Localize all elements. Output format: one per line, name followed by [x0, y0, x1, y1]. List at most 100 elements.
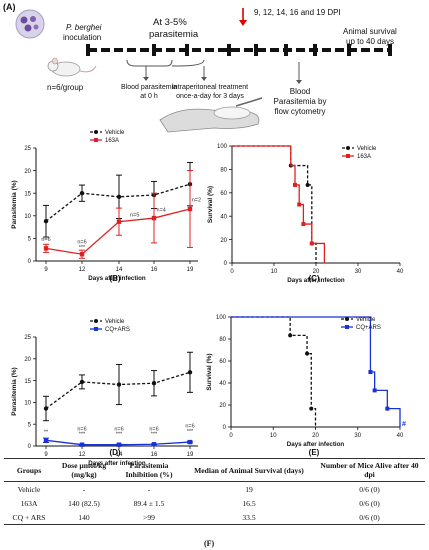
- table-header: Median of Animal Survival (days): [184, 458, 314, 482]
- data-point: [43, 246, 49, 251]
- y-tick-label: 40: [220, 214, 227, 220]
- data-point: [43, 438, 49, 443]
- table-header: Dose µmol/kg (mg/kg): [54, 458, 114, 482]
- y-tick-label: 20: [24, 357, 31, 363]
- table-cell: 16.5: [242, 498, 256, 508]
- y-axis-label: Survival (%): [207, 186, 214, 223]
- x-tick-label: 30: [355, 269, 362, 275]
- x-tick-label: 12: [79, 452, 86, 458]
- annotation-label: n=6: [114, 426, 123, 432]
- blood-flow-label-1: Blood: [289, 87, 311, 96]
- data-point: [305, 351, 310, 356]
- data-point: [79, 191, 85, 196]
- x-tick-label: 16: [151, 267, 158, 273]
- x-tick-label: 20: [313, 269, 320, 275]
- legend-marker: [345, 317, 349, 321]
- chart-c: [229, 145, 401, 266]
- y-tick-label: 25: [24, 146, 31, 152]
- y-tick-label: 0: [28, 444, 32, 450]
- panel-label: (E): [309, 448, 320, 457]
- data-point: [301, 222, 306, 227]
- inoculation-title: P. berghei: [66, 23, 102, 32]
- data-point: [116, 194, 122, 200]
- table-cell: 0/6 (0): [359, 484, 380, 494]
- annotation-label: n=6: [41, 237, 50, 243]
- data-point: [116, 382, 122, 387]
- x-tick-label: 19: [187, 452, 194, 458]
- hash-marker: #: [402, 421, 406, 428]
- results-table: Groups Dose µmol/kg (mg/kg) Parasitemia …: [4, 458, 425, 525]
- x-tick-label: 14: [116, 452, 123, 458]
- inoculation-subtitle: inoculation: [63, 33, 102, 42]
- data-point: [372, 388, 377, 393]
- table-cell: -: [147, 484, 151, 494]
- survival-label-1: Animal survival: [343, 27, 397, 36]
- table-cell: 140 (82.5): [68, 498, 100, 508]
- legend-marker: [94, 327, 98, 331]
- panel-a-label: (A): [3, 2, 16, 12]
- y-tick-label: 20: [24, 169, 31, 175]
- chart-e: [228, 316, 401, 430]
- y-tick-label: 15: [24, 191, 31, 197]
- blood-flow-label-3: flow cytometry: [274, 107, 326, 116]
- annotation-label: n=6: [149, 426, 158, 432]
- legend-label: CQ+ARS: [356, 325, 381, 331]
- table-cell: 0/6 (0): [359, 498, 380, 508]
- y-tick-label: 80: [220, 168, 227, 174]
- x-tick-label: 10: [271, 269, 278, 275]
- legend-label: 163A: [357, 154, 371, 160]
- x-tick-label: 9: [44, 452, 48, 458]
- legend-label: Vehicle: [105, 130, 125, 136]
- data-point: [309, 406, 314, 411]
- panel-label: (B): [109, 274, 120, 283]
- x-tick-label: 9: [44, 267, 48, 273]
- data-point: [187, 206, 193, 212]
- data-point: [305, 182, 310, 187]
- panel-label: (C): [308, 274, 319, 283]
- data-point: [368, 370, 373, 374]
- y-axis-label: Parasitemia (%): [11, 180, 18, 228]
- data-point: [116, 442, 122, 447]
- y-tick-label: 100: [217, 144, 228, 150]
- table-cell: 0/6 (0): [314, 510, 425, 525]
- annotation-label: ***: [116, 432, 123, 438]
- table-cell: >99: [114, 510, 184, 525]
- table-cell: CQ + ARS: [4, 510, 54, 525]
- data-point: [288, 333, 293, 338]
- y-tick-label: 100: [216, 315, 227, 321]
- data-point: [151, 442, 157, 447]
- legend-label: CQ+ARS: [105, 327, 130, 333]
- table-cell: 33.5: [184, 510, 314, 525]
- y-axis-label: Survival (%): [206, 353, 213, 390]
- legend-label: Vehicle: [357, 146, 377, 152]
- annotation-label: n=2: [192, 197, 201, 203]
- parasitemia-title: At 3-5%: [153, 17, 187, 28]
- data-point: [297, 202, 302, 207]
- legend-marker: [94, 319, 98, 323]
- y-tick-label: 0: [28, 259, 32, 265]
- legend-marker: [94, 138, 98, 142]
- y-tick-label: 5: [28, 422, 32, 428]
- y-tick-label: 5: [28, 237, 32, 243]
- y-tick-label: 60: [220, 191, 227, 197]
- data-point: [43, 406, 49, 411]
- data-point: [43, 219, 49, 224]
- treatment-label-2: once-a-day for 3 days: [176, 93, 244, 100]
- parasitemia-subtitle: parasitemia: [149, 29, 199, 40]
- y-tick-label: 20: [220, 238, 227, 244]
- data-point: [79, 442, 85, 447]
- table-row: CQ + ARS 140 >99 33.5 0/6 (0): [4, 510, 425, 525]
- legend-marker: [94, 130, 98, 134]
- annotation-label: ***: [79, 432, 86, 438]
- annotation-label: n=6: [77, 239, 86, 245]
- data-point: [187, 439, 193, 445]
- data-point: [116, 219, 122, 224]
- legend-marker: [346, 154, 350, 158]
- x-tick-label: 16: [151, 452, 158, 458]
- panel-label: (D): [109, 448, 120, 457]
- annotation-label: **: [44, 429, 49, 435]
- annotation-label: ***: [151, 432, 158, 438]
- table-cell: Vehicle: [17, 484, 41, 494]
- x-tick-label: 12: [79, 267, 86, 273]
